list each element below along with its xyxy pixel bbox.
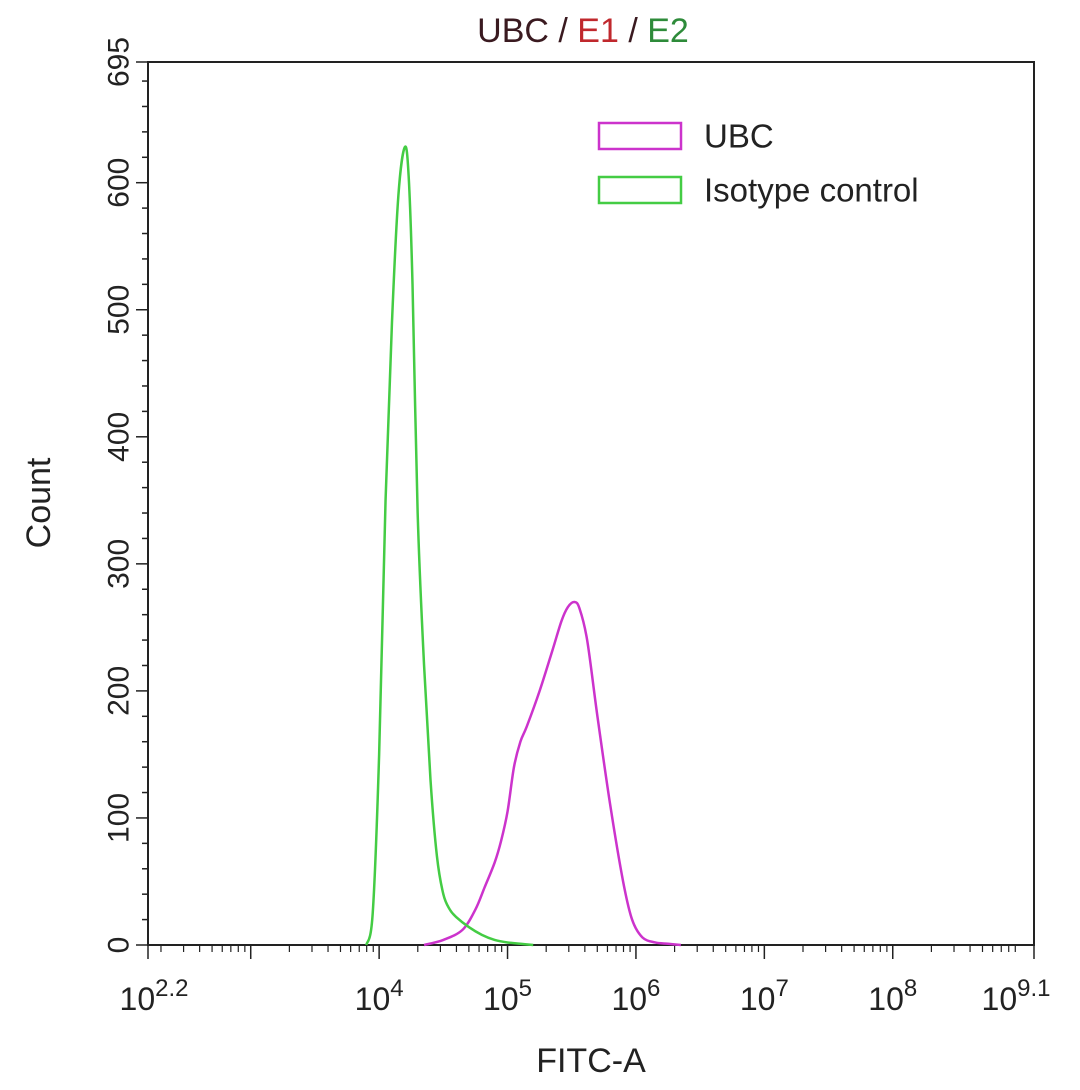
x-tick-label: 104 xyxy=(355,975,404,1017)
x-axis-label: FITC-A xyxy=(536,1042,646,1080)
title-part: UBC xyxy=(477,12,549,50)
x-tick-label: 106 xyxy=(611,975,660,1017)
y-tick-label: 600 xyxy=(103,158,136,208)
x-tick-label: 109.1 xyxy=(982,975,1051,1017)
x-tick-label: 107 xyxy=(740,975,789,1017)
y-tick-label: 300 xyxy=(103,539,136,589)
legend: UBC Isotype control xyxy=(597,118,919,209)
y-tick-label: 695 xyxy=(103,37,136,87)
x-tick-label: 108 xyxy=(868,975,917,1017)
series-line xyxy=(365,145,534,947)
legend-label: Isotype control xyxy=(704,172,919,209)
plot-frame xyxy=(147,61,1035,946)
y-tick-label: 0 xyxy=(103,937,136,954)
title-part: E1 xyxy=(577,12,619,50)
chart-title: UBC / E1 / E2 xyxy=(477,12,689,50)
x-tick-label: 105 xyxy=(483,975,532,1017)
title-part: / xyxy=(549,12,577,50)
legend-swatch xyxy=(597,175,683,205)
title-part: / xyxy=(619,12,647,50)
y-tick-label: 100 xyxy=(103,793,136,843)
legend-swatch xyxy=(597,121,683,151)
x-axis: 102.2 104 105 106 107 108 109.1 xyxy=(120,945,1051,1017)
series-line xyxy=(423,600,682,947)
y-tick-label: 400 xyxy=(103,412,136,462)
y-axis: 0 100 200 300 400 500 600 695 xyxy=(103,37,148,954)
title-part: E2 xyxy=(647,12,689,50)
y-axis-label: Count xyxy=(20,457,58,548)
y-tick-label: 200 xyxy=(103,666,136,716)
series-group xyxy=(365,145,682,947)
x-tick-label: 102.2 xyxy=(120,975,189,1017)
legend-label: UBC xyxy=(704,118,774,155)
y-tick-label: 500 xyxy=(103,285,136,335)
